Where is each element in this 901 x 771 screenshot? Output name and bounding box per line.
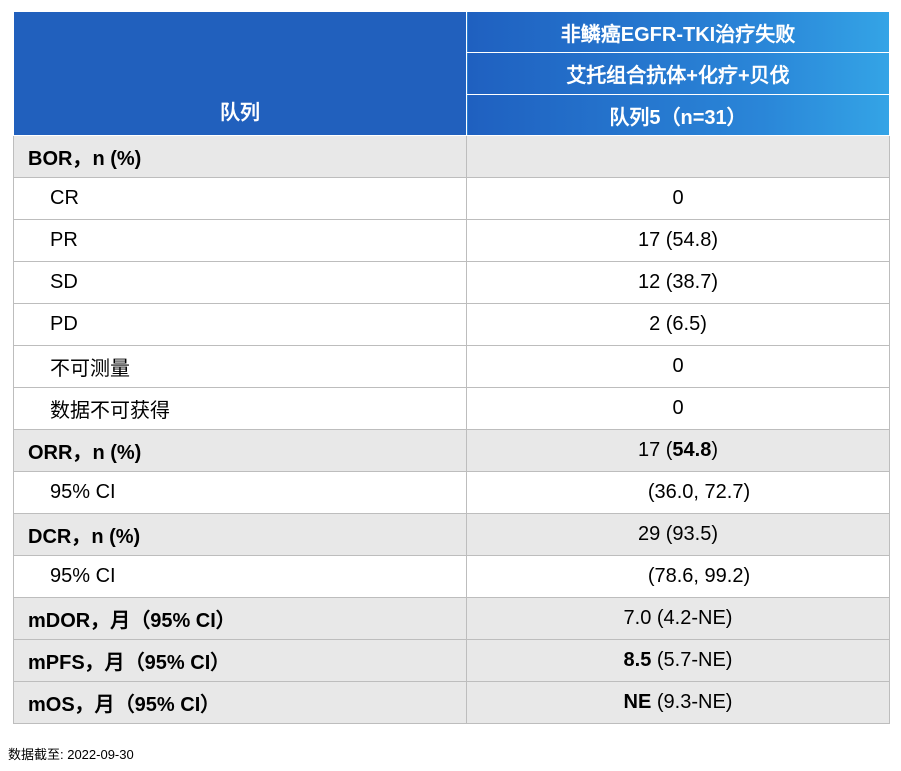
table-row: 95% CI (78.6, 99.2) — [13, 555, 890, 598]
row-value-mos: NE (9.3-NE) — [466, 681, 890, 724]
orr-value-post: ) — [711, 439, 719, 461]
row-value-bor — [466, 135, 890, 178]
header-group: 非鳞癌EGFR-TKI治疗失败 — [466, 11, 890, 53]
table-row: DCR，n (%) 29 (93.5) — [13, 513, 890, 556]
row-value-sd: 12 (38.7) — [466, 261, 890, 304]
data-cutoff-footnote: 数据截至: 2022-09-30 — [8, 747, 134, 762]
row-label-orr: ORR，n (%) — [13, 429, 467, 472]
table-row: SD 12 (38.7) — [13, 261, 890, 304]
row-label-sd: SD — [13, 261, 467, 304]
mos-value-post: (9.3-NE) — [651, 691, 733, 713]
row-label-bor: BOR，n (%) — [13, 135, 467, 178]
table-row: CR 0 — [13, 177, 890, 220]
row-value-dcr-ci: (78.6, 99.2) — [466, 555, 890, 598]
mpfs-value-bold: 8.5 — [623, 649, 652, 671]
row-label-not-measurable: 不可测量 — [13, 345, 467, 388]
row-label-mos: mOS，月（95% CI） — [13, 681, 467, 724]
table-row: PD 2 (6.5) — [13, 303, 890, 346]
row-value-mpfs: 8.5 (5.7-NE) — [466, 639, 890, 682]
results-table: 队列 非鳞癌EGFR-TKI治疗失败 艾托组合抗体+化疗+贝伐 队列5（n=31… — [13, 11, 890, 724]
row-value-data-unavailable: 0 — [466, 387, 890, 430]
row-value-dcr: 29 (93.5) — [466, 513, 890, 556]
row-value-mdor: 7.0 (4.2-NE) — [466, 597, 890, 640]
row-label-dcr-ci: 95% CI — [13, 555, 467, 598]
row-label-mpfs: mPFS，月（95% CI） — [13, 639, 467, 682]
row-value-orr: 17 (54.8) — [466, 429, 890, 472]
table-row: BOR，n (%) — [13, 135, 890, 178]
row-label-cr: CR — [13, 177, 467, 220]
row-label-pd: PD — [13, 303, 467, 346]
table-row: 95% CI (36.0, 72.7) — [13, 471, 890, 514]
header-cohort: 队列5（n=31） — [466, 94, 890, 136]
row-value-orr-ci: (36.0, 72.7) — [466, 471, 890, 514]
row-value-not-measurable: 0 — [466, 345, 890, 388]
header-regimen: 艾托组合抗体+化疗+贝伐 — [466, 52, 890, 95]
row-label-mdor: mDOR，月（95% CI） — [13, 597, 467, 640]
row-label-dcr: DCR，n (%) — [13, 513, 467, 556]
row-label-pr: PR — [13, 219, 467, 262]
table-row: mOS，月（95% CI） NE (9.3-NE) — [13, 681, 890, 724]
table-row: ORR，n (%) 17 (54.8) — [13, 429, 890, 472]
table-row: 数据不可获得 0 — [13, 387, 890, 430]
row-label-data-unavailable: 数据不可获得 — [13, 387, 467, 430]
table-row: PR 17 (54.8) — [13, 219, 890, 262]
row-label-orr-ci: 95% CI — [13, 471, 467, 514]
row-value-pd: 2 (6.5) — [466, 303, 890, 346]
orr-value-bold: 54.8 — [672, 439, 712, 461]
mos-value-bold: NE — [623, 691, 652, 713]
mpfs-value-post: (5.7-NE) — [651, 649, 733, 671]
row-value-cr: 0 — [466, 177, 890, 220]
table-row: mDOR，月（95% CI） 7.0 (4.2-NE) — [13, 597, 890, 640]
table-row: 不可测量 0 — [13, 345, 890, 388]
orr-value-pre: 17 ( — [637, 439, 673, 461]
table-row: mPFS，月（95% CI） 8.5 (5.7-NE) — [13, 639, 890, 682]
row-value-pr: 17 (54.8) — [466, 219, 890, 262]
header-row-label: 队列 — [13, 11, 467, 136]
